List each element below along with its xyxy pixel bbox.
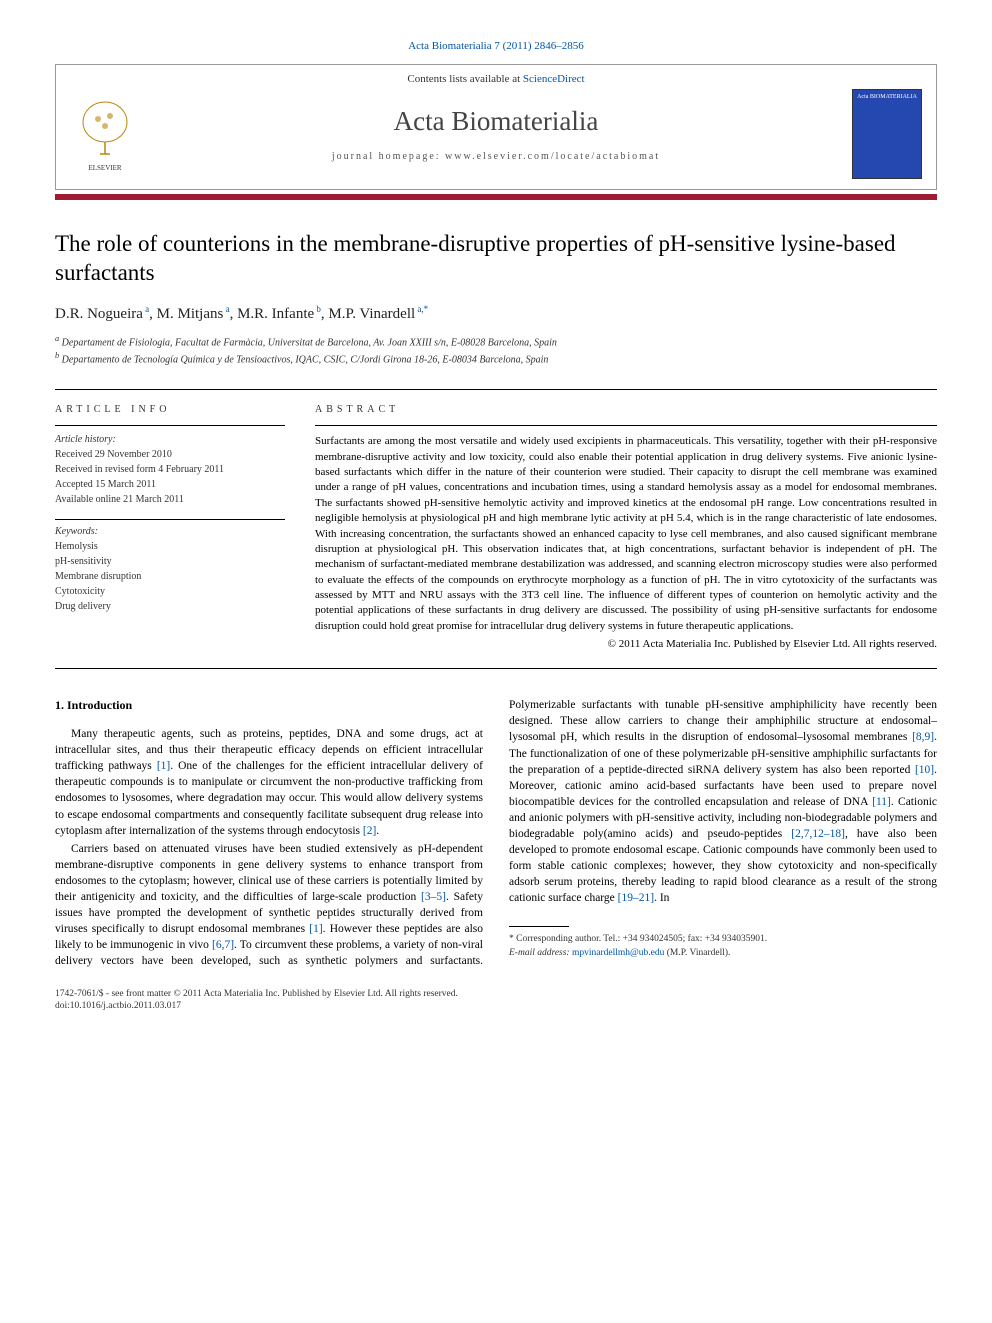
received-date: Received 29 November 2010 [55,447,285,462]
divider [55,519,285,520]
abstract-copyright: © 2011 Acta Materialia Inc. Published by… [315,638,937,650]
elsevier-logo: ELSEVIER [70,94,140,174]
ref-link[interactable]: [11] [872,796,891,808]
ref-link[interactable]: [1] [309,923,322,935]
online-date: Available online 21 March 2011 [55,492,285,507]
divider [55,425,285,426]
corresponding-author-footnote: * Corresponding author. Tel.: +34 934024… [509,933,937,960]
journal-homepage[interactable]: journal homepage: www.elsevier.com/locat… [140,151,852,162]
info-abstract-row: ARTICLE INFO Article history: Received 2… [55,404,937,650]
journal-cover-thumbnail[interactable]: Acta BIOMATERIALIA [852,89,922,179]
ref-link[interactable]: [10] [915,764,934,776]
corresponding-contact: * Corresponding author. Tel.: +34 934024… [509,933,937,946]
keyword[interactable]: pH-sensitivity [55,554,285,569]
introduction-section: 1. Introduction Many therapeutic agents,… [55,697,937,969]
ref-link[interactable]: [2] [363,825,376,837]
ref-link[interactable]: [8,9] [912,731,934,743]
author-3[interactable]: M.R. Infante [237,306,314,322]
keyword[interactable]: Membrane disruption [55,569,285,584]
divider [315,425,937,426]
sciencedirect-link[interactable]: ScienceDirect [523,73,585,85]
affiliations: a Departament de Fisiologia, Facultat de… [55,333,937,368]
ref-link[interactable]: [19–21] [618,892,654,904]
ref-link[interactable]: [3–5] [421,891,446,903]
author-list: D.R. Nogueira a, M. Mitjans a, M.R. Infa… [55,304,937,323]
keyword[interactable]: Drug delivery [55,599,285,614]
author-4[interactable]: M.P. Vinardell [328,306,415,322]
author-2-affiliation: a [223,304,229,314]
revised-date: Received in revised form 4 February 2011 [55,462,285,477]
footer-doi[interactable]: doi:10.1016/j.actbio.2011.03.017 [55,1001,937,1011]
author-3-affiliation: b [314,304,321,314]
article-history: Received 29 November 2010 Received in re… [55,447,285,507]
ref-link[interactable]: [6,7] [212,939,234,951]
author-1[interactable]: D.R. Nogueira [55,306,143,322]
email-link[interactable]: mpvinardellmh@ub.edu [572,948,664,958]
article-title: The role of counterions in the membrane-… [55,230,937,288]
author-2[interactable]: M. Mitjans [157,306,224,322]
introduction-heading: 1. Introduction [55,697,483,714]
abstract-heading: ABSTRACT [315,404,937,415]
keywords-list: Hemolysis pH-sensitivity Membrane disrup… [55,539,285,614]
footer-copyright: 1742-7061/$ - see front matter © 2011 Ac… [55,989,937,999]
svg-text:ELSEVIER: ELSEVIER [88,164,121,172]
article-info-heading: ARTICLE INFO [55,404,285,415]
article-info-column: ARTICLE INFO Article history: Received 2… [55,404,285,650]
journal-name: Acta Biomaterialia [140,106,852,137]
divider [55,668,937,669]
journal-center: Acta Biomaterialia journal homepage: www… [140,106,852,162]
author-4-affiliation: a,* [415,304,428,314]
contents-prefix: Contents lists available at [407,73,522,85]
keyword[interactable]: Cytotoxicity [55,584,285,599]
red-divider-bar [55,194,937,200]
affiliation-b: b Departamento de Tecnología Química y d… [55,350,937,367]
header-box: Contents lists available at ScienceDirec… [55,64,937,190]
author-1-affiliation: a [143,304,149,314]
journal-cover-title: Acta BIOMATERIALIA [857,94,917,100]
footnote-separator [509,926,569,927]
email-line: E-mail address: mpvinardellmh@ub.edu (M.… [509,947,937,960]
contents-available-line: Contents lists available at ScienceDirec… [56,65,936,89]
affiliation-a: a Departament de Fisiologia, Facultat de… [55,333,937,350]
divider [55,389,937,390]
ref-link[interactable]: [1] [157,760,170,772]
ref-link[interactable]: [2,7,12–18] [791,828,845,840]
journal-row: ELSEVIER Acta Biomaterialia journal home… [56,89,936,189]
page-footer: 1742-7061/$ - see front matter © 2011 Ac… [55,989,937,1011]
corresponding-marker[interactable]: * [424,304,429,314]
accepted-date: Accepted 15 March 2011 [55,477,285,492]
abstract-text: Surfactants are among the most versatile… [315,434,937,634]
elsevier-tree-icon: ELSEVIER [70,94,140,174]
abstract-column: ABSTRACT Surfactants are among the most … [315,404,937,650]
history-label: Article history: [55,434,285,445]
header-citation[interactable]: Acta Biomaterialia 7 (2011) 2846–2856 [55,40,937,52]
intro-paragraph-1: Many therapeutic agents, such as protein… [55,726,483,839]
keyword[interactable]: Hemolysis [55,539,285,554]
keywords-label: Keywords: [55,526,285,537]
